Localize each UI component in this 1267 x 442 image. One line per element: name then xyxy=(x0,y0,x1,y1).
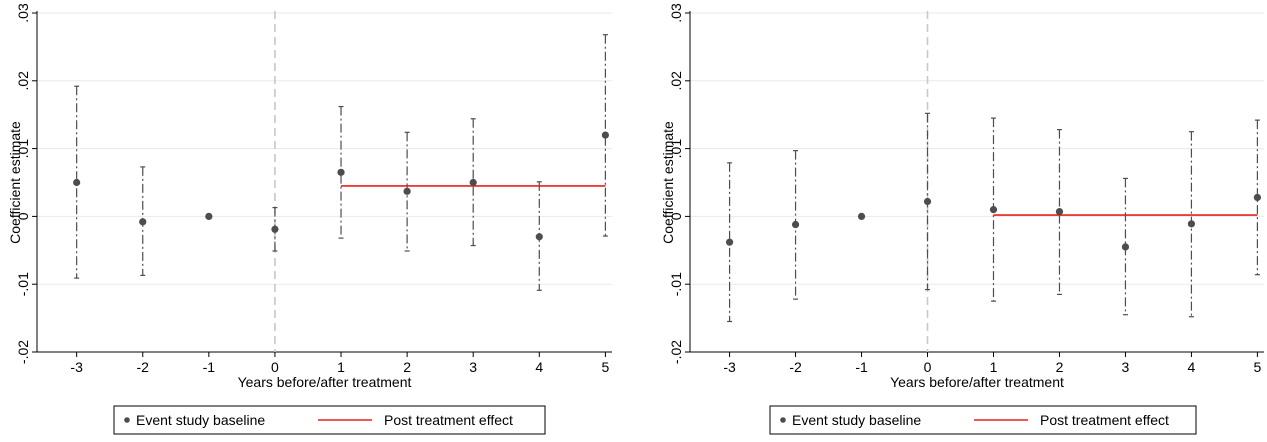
x-tick-label: -2 xyxy=(137,359,150,375)
legend-marker-event-study xyxy=(780,417,786,423)
x-tick-label: 5 xyxy=(601,359,609,375)
x-tick-label: 0 xyxy=(271,359,279,375)
event-study-point xyxy=(601,131,609,139)
x-axis-title: Years before/after treatment xyxy=(890,374,1064,390)
event-study-point xyxy=(535,233,543,241)
event-study-point xyxy=(205,212,213,220)
x-tick-label: -1 xyxy=(855,359,868,375)
y-axis-title: Coefficient estimate xyxy=(660,121,676,244)
y-tick-label: -.01 xyxy=(15,272,31,296)
legend-marker-event-study xyxy=(124,417,130,423)
x-tick-label: 0 xyxy=(924,359,932,375)
legend-label-event-study: Event study baseline xyxy=(136,412,265,428)
chart-panel-2: -.02 -.01 0 .01 .02 .03 -3 -2 -1 0 1 2 3 4 5 Coefficien… xyxy=(660,3,1264,435)
chart-panel-1: -.02 -.01 0 .01 .02 .03 -3 -2 -1 0 1 2 3 4 5 Coefficien… xyxy=(7,3,612,435)
x-tick-label: 2 xyxy=(403,359,411,375)
y-tick-label: .01 xyxy=(15,139,31,159)
x-tick-label: 4 xyxy=(1188,359,1196,375)
y-tick-label: .02 xyxy=(668,71,684,91)
x-tick-label: -1 xyxy=(203,359,216,375)
event-study-point xyxy=(139,218,147,226)
x-tick-label: 4 xyxy=(535,359,543,375)
event-study-point xyxy=(1253,193,1262,202)
x-tick-label: 1 xyxy=(990,359,998,375)
x-tick-label: 5 xyxy=(1254,359,1262,375)
event-study-point xyxy=(989,206,998,214)
event-study-point xyxy=(791,220,800,229)
y-tick-label: 0 xyxy=(15,212,31,220)
event-study-point xyxy=(271,225,279,233)
y-tick-label: -.02 xyxy=(15,340,31,364)
event-study-point xyxy=(1055,208,1064,216)
x-tick-label: 1 xyxy=(337,359,345,375)
x-tick-label: -3 xyxy=(723,359,736,375)
event-study-point xyxy=(337,168,345,176)
x-tick-label: 2 xyxy=(1056,359,1064,375)
x-axis-title: Years before/after treatment xyxy=(238,374,412,390)
legend-label-post-treatment: Post treatment effect xyxy=(1040,412,1169,428)
event-study-point xyxy=(469,178,477,187)
y-tick-label: -.02 xyxy=(668,340,684,364)
event-study-point xyxy=(73,178,81,187)
y-tick-label: 0 xyxy=(668,212,684,220)
event-study-point xyxy=(725,238,734,246)
x-tick-label: 3 xyxy=(469,359,477,375)
legend-label-post-treatment: Post treatment effect xyxy=(384,412,513,428)
x-tick-label: -2 xyxy=(789,359,802,375)
event-study-point xyxy=(857,212,866,220)
legend-label-event-study: Event study baseline xyxy=(792,412,921,428)
event-study-point xyxy=(1187,220,1196,228)
x-tick-label: 3 xyxy=(1122,359,1130,375)
y-tick-label: .02 xyxy=(15,71,31,91)
x-tick-label: -3 xyxy=(70,359,83,375)
legend: Event study baseline Post treatment effec… xyxy=(769,405,1197,435)
event-study-point xyxy=(1121,243,1130,251)
y-axis-title: Coefficient estimate xyxy=(7,121,23,244)
y-tick-label: .03 xyxy=(668,3,684,23)
y-tick-label: -.01 xyxy=(668,272,684,296)
legend: Event study baseline Post treatment effec… xyxy=(113,405,546,435)
y-tick-label: .03 xyxy=(15,3,31,23)
y-tick-label: .01 xyxy=(668,139,684,159)
event-study-point xyxy=(923,197,932,206)
event-study-point xyxy=(403,187,411,195)
